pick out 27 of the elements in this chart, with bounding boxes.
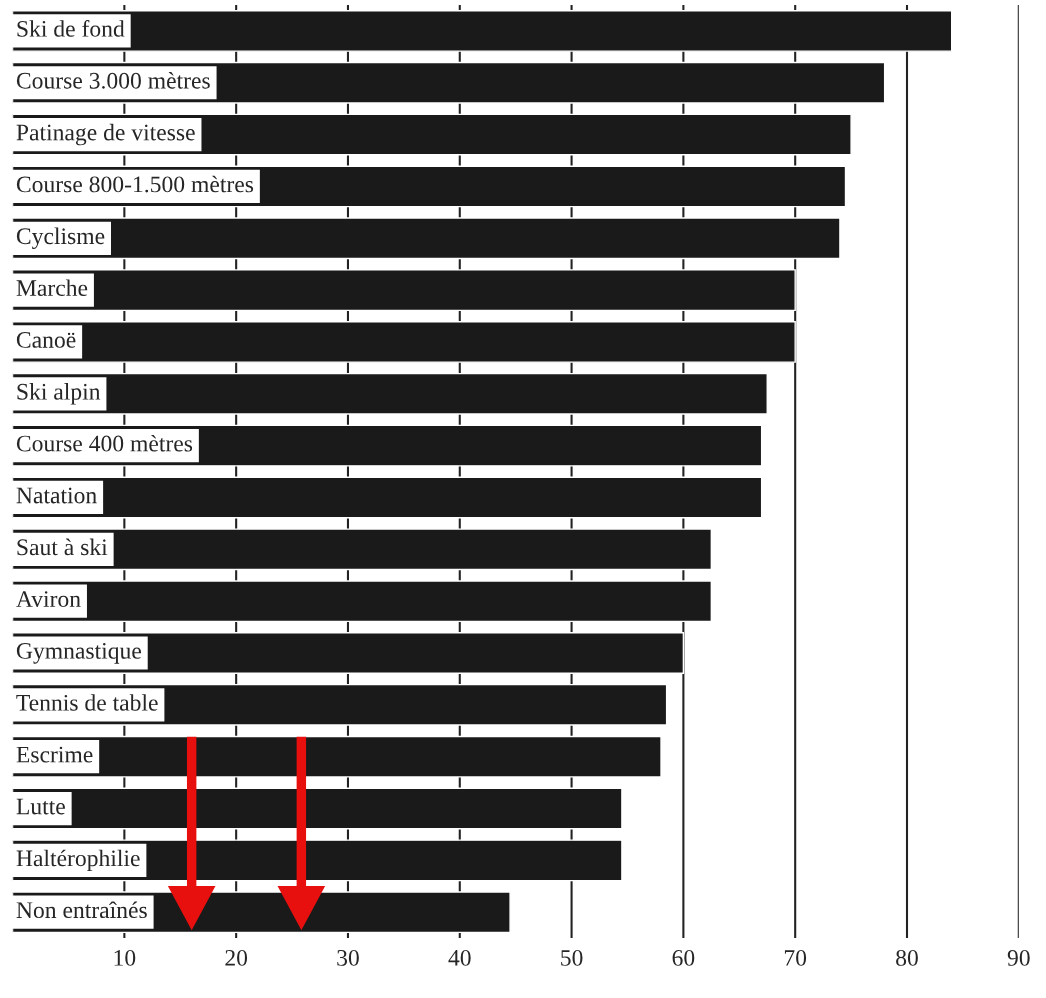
x-tick-label: 60 bbox=[672, 949, 695, 966]
y-tick-label: Ski alpin bbox=[17, 383, 101, 405]
x-tick-label: 40 bbox=[448, 949, 471, 966]
y-tick-label: Haltérophilie bbox=[16, 849, 140, 872]
y-tick-label: Saut à ski bbox=[17, 538, 108, 556]
y-tick-label: Natation bbox=[16, 487, 97, 504]
x-tick-label: 90 bbox=[1007, 949, 1030, 966]
y-tick-label: Ski de fond bbox=[17, 19, 125, 37]
y-tick-label: Canoë bbox=[16, 332, 76, 348]
y-tick-label: Non entraînés bbox=[16, 901, 147, 919]
x-tick-label: 10 bbox=[114, 949, 136, 966]
x-tick-label: 20 bbox=[225, 949, 248, 966]
y-tick-label: Aviron bbox=[16, 591, 81, 608]
y-tick-label: Lutte bbox=[16, 798, 65, 815]
y-tick-label: Escrime bbox=[16, 746, 93, 763]
y-tick-label: Tennis de table bbox=[16, 694, 158, 711]
y-tick-label: Marche bbox=[16, 279, 88, 297]
x-tick-label: 80 bbox=[896, 949, 918, 966]
y-tick-label: Gymnastique bbox=[16, 642, 141, 664]
y-tick-label: Course 400 mètres bbox=[16, 434, 193, 452]
x-tick-label: 50 bbox=[561, 949, 583, 966]
y-tick-label: Cyclisme bbox=[16, 227, 105, 250]
y-tick-label: Course 800-1.500 mètres bbox=[16, 175, 254, 193]
y-tick-label: Patinage de vitesse bbox=[16, 123, 195, 146]
x-tick-label: 70 bbox=[784, 949, 807, 966]
y-tick-label: Course 3.000 mètres bbox=[16, 72, 210, 89]
x-tick-label: 30 bbox=[337, 949, 359, 966]
